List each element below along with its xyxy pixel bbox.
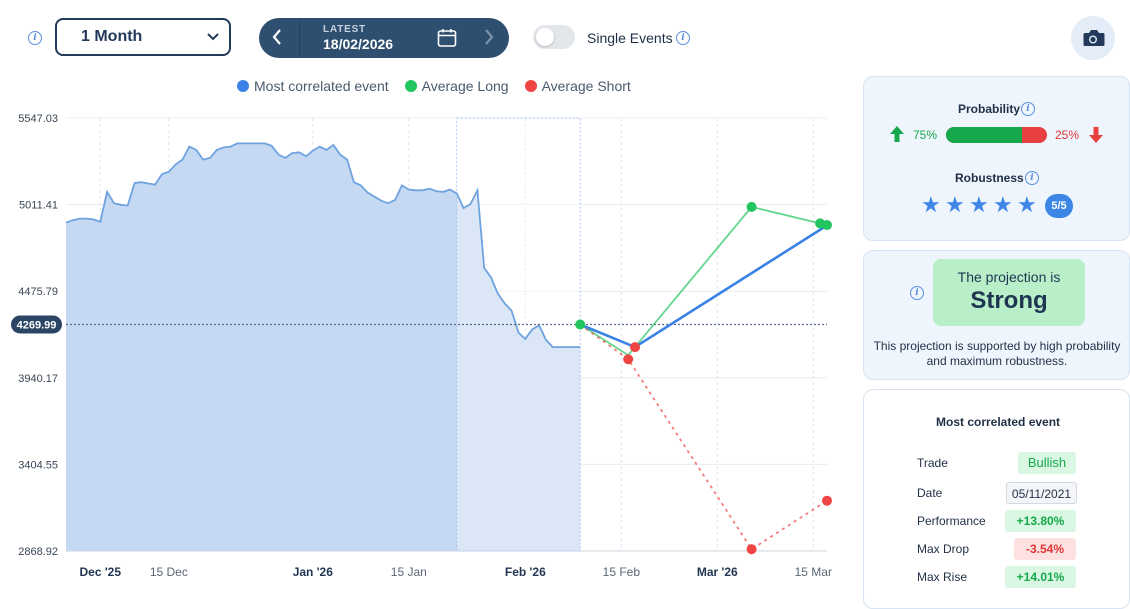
toggle-knob: [536, 28, 554, 46]
date-navigator-divider: [299, 18, 300, 58]
date-navigator: LATEST 18/02/2026: [259, 18, 509, 58]
star-icon: ★: [945, 192, 965, 217]
short-marker: [630, 342, 641, 353]
star-icon: ★: [993, 192, 1013, 217]
probability-info-icon[interactable]: i: [1021, 102, 1035, 116]
single-events-toggle[interactable]: [533, 25, 575, 49]
chart-legend: Most correlated event Average Long Avera…: [237, 78, 631, 94]
x-tick-label: Dec '25: [79, 565, 121, 579]
projection-prefix: The projection is: [957, 269, 1061, 285]
period-select-value: 1 Month: [81, 28, 143, 45]
single-events-label: Single Events: [587, 30, 673, 46]
event-date-value: 05/11/2021: [1006, 482, 1077, 504]
legend-label: Average Short: [541, 78, 631, 94]
x-tick-label: 15 Mar: [795, 565, 832, 579]
x-tick-label: Feb '26: [505, 565, 546, 579]
x-tick-label: 15 Jan: [391, 565, 427, 579]
performance-value: +13.80%: [1005, 510, 1076, 532]
period-select[interactable]: 1 Month: [55, 18, 231, 56]
current-value-badge: [11, 315, 62, 334]
y-tick-label: 2868.92: [18, 546, 58, 558]
legend-dot: [404, 80, 417, 92]
event-row-label: Performance: [917, 514, 986, 528]
arrow-down-icon: [1088, 126, 1104, 149]
legend-label: Average Long: [421, 78, 509, 94]
chevron-down-icon: [207, 33, 219, 41]
correlation-window: [456, 117, 581, 552]
robustness-info-icon[interactable]: i: [1025, 171, 1039, 185]
probability-short-value: 25%: [1055, 128, 1080, 142]
chevron-left-icon: [272, 29, 281, 45]
star-icon: ★: [969, 192, 989, 217]
chevron-right-icon: [485, 29, 494, 45]
short-marker: [822, 495, 832, 506]
x-tick-label: 15 Feb: [603, 565, 641, 579]
short-marker: [746, 544, 757, 555]
long-marker: [822, 220, 832, 231]
legend-dot: [524, 80, 537, 92]
camera-icon: [1083, 30, 1105, 46]
projection-strength-value: Strong: [970, 287, 1048, 314]
max-rise-value: +14.01%: [1005, 566, 1076, 588]
y-tick-label: 4475.79: [18, 286, 58, 298]
x-tick-label: 15 Dec: [150, 565, 188, 579]
probability-card: [863, 76, 1130, 241]
history-area: [66, 143, 581, 551]
event-row-label: Trade: [917, 456, 948, 470]
legend-item-most-correlated[interactable]: Most correlated event: [237, 78, 389, 94]
projection-line: [579, 224, 828, 349]
legend-item-average-long[interactable]: Average Long: [404, 78, 509, 94]
date-label: LATEST: [323, 24, 366, 35]
y-tick-label: 5011.41: [19, 200, 58, 212]
probability-bar-long-fill: [946, 127, 1022, 143]
projection-info-icon[interactable]: i: [910, 286, 924, 300]
x-tick-label: Jan '26: [293, 565, 334, 579]
screenshot-button[interactable]: [1071, 16, 1115, 60]
star-icon: ★: [1017, 192, 1037, 217]
period-info-icon[interactable]: i: [28, 31, 42, 45]
y-tick-label: 3404.55: [18, 459, 58, 471]
single-events-info-icon[interactable]: i: [676, 31, 690, 45]
y-tick-label: 5547.03: [18, 113, 58, 125]
previous-date-button[interactable]: [271, 27, 283, 51]
event-row-label: Date: [917, 486, 943, 500]
max-drop-value: -3.54%: [1014, 538, 1076, 560]
projection-note: This projection is supported by high pro…: [873, 339, 1121, 368]
long-marker: [746, 201, 757, 212]
projection-chart: 5547.03 5011.41 4475.79 3940.17 3404.55 2868.…: [11, 113, 832, 579]
projection-strength-box: The projection is Strong: [933, 259, 1085, 326]
probability-bar: [946, 127, 1047, 143]
robustness-badge: 5/5: [1045, 194, 1073, 218]
current-value-label: 4269.99: [17, 319, 57, 331]
star-icon: ★: [921, 192, 941, 217]
calendar-icon[interactable]: [437, 28, 457, 53]
probability-title: Probability: [958, 102, 1021, 116]
probability-long-value: 75%: [913, 128, 938, 142]
event-title: Most correlated event: [936, 415, 1061, 429]
next-date-button[interactable]: [483, 27, 495, 51]
arrow-up-icon: [889, 125, 905, 148]
short-marker: [623, 354, 634, 365]
date-value[interactable]: 18/02/2026: [323, 36, 394, 52]
event-row-label: Max Rise: [917, 570, 968, 584]
projection-line: [579, 323, 828, 551]
legend-label: Most correlated event: [254, 78, 389, 94]
legend-dot: [237, 80, 249, 92]
y-tick-label: 3940.17: [18, 373, 58, 385]
trade-direction-badge: Bullish: [1018, 452, 1076, 474]
long-marker: [575, 319, 586, 330]
history-line: [65, 142, 581, 348]
legend-item-average-short[interactable]: Average Short: [524, 78, 631, 94]
event-row-label: Max Drop: [917, 542, 970, 556]
projection-line: [579, 205, 828, 357]
x-tick-label: Mar '26: [697, 565, 738, 579]
robustness-title: Robustness: [955, 171, 1024, 185]
